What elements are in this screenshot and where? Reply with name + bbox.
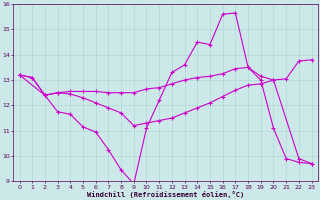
X-axis label: Windchill (Refroidissement éolien,°C): Windchill (Refroidissement éolien,°C)	[87, 191, 244, 198]
